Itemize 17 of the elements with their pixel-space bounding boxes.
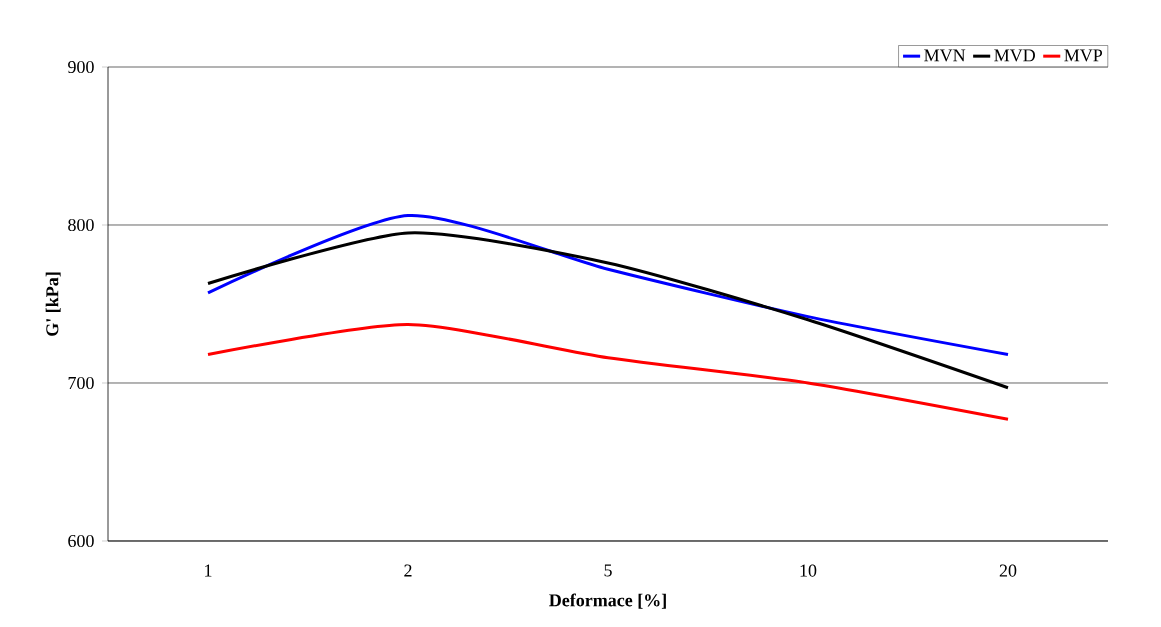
legend-label: MVP	[1064, 49, 1103, 62]
y-tick-label: 800	[68, 218, 94, 232]
y-tick-label: 700	[68, 376, 94, 390]
line-series	[206, 231, 1010, 390]
x-tick-label: 20	[999, 564, 1017, 577]
legend-label: MVD	[994, 49, 1035, 62]
y-tick-label: 600	[68, 534, 94, 548]
line-series	[206, 214, 1010, 357]
line-series	[206, 323, 1010, 421]
x-tick-label: 2	[404, 564, 412, 577]
legend-label: MVN	[924, 49, 966, 62]
y-tick-label: 900	[68, 60, 94, 74]
x-axis-title: Deformace [%]	[549, 593, 666, 609]
y-axis-title: G' [kPa]	[45, 272, 61, 336]
x-tick-label: 1	[205, 564, 212, 577]
x-tick-label: 5	[604, 564, 612, 577]
x-tick-label: 10	[800, 564, 817, 577]
